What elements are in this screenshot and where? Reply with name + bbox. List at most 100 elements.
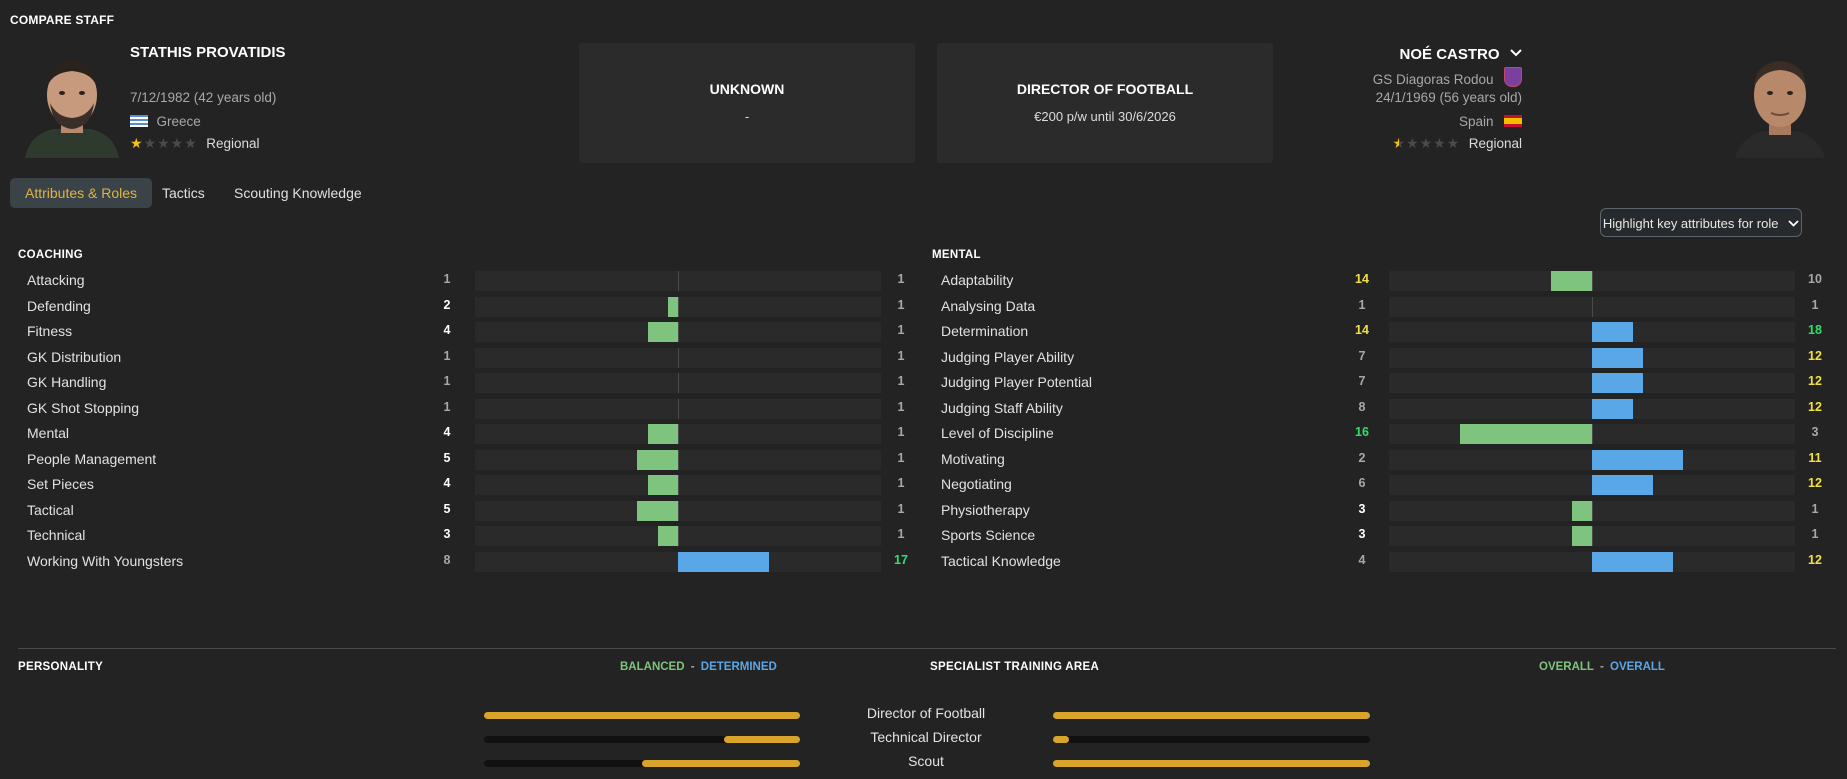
attribute-compare-track — [1389, 322, 1795, 342]
right-staff-club[interactable]: GS Diagoras Rodou — [1372, 72, 1494, 87]
right-attribute-value: 1 — [897, 348, 905, 363]
right-attribute-value: 18 — [1808, 323, 1822, 337]
left-job-sub: - — [744, 109, 750, 124]
right-training-bar — [1053, 760, 1370, 767]
left-attribute-value: 14 — [1355, 323, 1369, 337]
right-staff-nation-row: Spain — [1459, 113, 1522, 131]
attribute-name: Motivating — [941, 450, 1005, 467]
right-advantage-bar — [1592, 398, 1633, 419]
left-advantage-bar — [637, 449, 678, 470]
attribute-name: Defending — [27, 297, 91, 314]
highlight-attributes-dropdown[interactable]: Highlight key attributes for role — [1600, 208, 1802, 237]
tab-attributes-roles[interactable]: Attributes & Roles — [10, 178, 153, 208]
right-staff-name-dropdown[interactable]: NOÉ CASTRO — [1400, 44, 1522, 64]
right-job-title: DIRECTOR OF FOOTBALL — [1016, 81, 1194, 97]
right-job-card: DIRECTOR OF FOOTBALL €200 p/w until 30/6… — [937, 43, 1273, 163]
page-title: COMPARE STAFF — [10, 13, 115, 27]
attribute-row: GK Distribution 1 1 — [18, 346, 918, 368]
attribute-row: Working With Youngsters 8 17 — [18, 550, 918, 572]
right-staff-name: NOÉ CASTRO — [1399, 46, 1500, 63]
track-center-line — [678, 347, 679, 368]
left-attribute-value: 6 — [1358, 476, 1366, 490]
attribute-name: Judging Staff Ability — [941, 399, 1063, 416]
right-attribute-value: 12 — [1808, 399, 1822, 414]
right-advantage-bar — [1592, 373, 1643, 393]
attribute-row: Judging Player Ability 7 12 — [932, 346, 1832, 368]
left-attribute-value: 1 — [443, 399, 451, 414]
attribute-compare-track — [1389, 500, 1795, 521]
left-advantage-bar — [1571, 526, 1592, 546]
right-attribute-value: 1 — [897, 450, 905, 465]
right-advantage-bar — [1592, 322, 1633, 342]
attribute-row: Fitness 4 1 — [18, 320, 918, 342]
left-attribute-value: 4 — [1358, 552, 1366, 567]
right-attribute-value: 1 — [897, 501, 905, 516]
left-attribute-value: 14 — [1355, 272, 1369, 286]
right-job-sub: €200 p/w until 30/6/2026 — [1034, 109, 1176, 124]
attribute-name: GK Distribution — [27, 348, 122, 365]
left-staff-portrait — [17, 43, 127, 158]
chevron-down-icon — [1510, 44, 1522, 62]
right-attribute-value: 1 — [897, 272, 905, 286]
attribute-compare-track — [475, 526, 881, 546]
attribute-compare-track — [1389, 475, 1795, 495]
left-staff-nation-row: Greece — [130, 113, 201, 131]
left-job-title: UNKNOWN — [709, 81, 785, 97]
left-attribute-value: 1 — [443, 374, 451, 388]
personality-heading: PERSONALITY — [18, 661, 104, 673]
left-attribute-value: 3 — [443, 527, 451, 541]
right-attribute-value: 17 — [894, 552, 908, 567]
right-attribute-value: 1 — [897, 476, 905, 490]
attribute-name: Sports Science — [941, 527, 1036, 543]
left-advantage-bar — [637, 500, 678, 521]
attribute-row: Analysing Data 1 1 — [932, 295, 1832, 317]
track-center-line — [678, 322, 679, 342]
track-center-line — [678, 526, 679, 546]
attribute-compare-track — [1389, 526, 1795, 546]
tab-scouting-knowledge[interactable]: Scouting Knowledge — [234, 185, 362, 201]
left-advantage-bar — [647, 424, 678, 444]
reputation-stars-icon: ★★★★★ — [130, 135, 198, 152]
tab-tactics[interactable]: Tactics — [162, 185, 205, 201]
attribute-compare-track — [1389, 373, 1795, 393]
left-attribute-value: 4 — [443, 323, 451, 337]
track-center-line — [678, 373, 679, 393]
track-center-line — [1592, 296, 1593, 317]
attribute-row: Determination 14 18 — [932, 320, 1832, 342]
attribute-name: Judging Player Potential — [941, 374, 1092, 390]
left-job-card: UNKNOWN - — [579, 43, 915, 163]
left-attribute-value: 4 — [443, 476, 451, 490]
left-attribute-value: 7 — [1358, 374, 1366, 388]
attribute-row: Tactical 5 1 — [18, 499, 918, 521]
track-center-line — [678, 398, 679, 419]
attribute-compare-track — [1389, 449, 1795, 470]
right-attribute-value: 11 — [1808, 450, 1822, 465]
personality-values: BALANCED - DETERMINED — [620, 661, 777, 673]
right-training-fill — [1053, 760, 1370, 767]
attribute-compare-track — [1389, 551, 1795, 572]
attribute-name: GK Shot Stopping — [27, 399, 140, 416]
left-staff-nation: Greece — [156, 114, 201, 129]
left-attribute-value: 4 — [443, 425, 451, 439]
right-attribute-value: 1 — [897, 323, 905, 337]
spain-flag-icon — [1504, 115, 1522, 127]
right-attribute-value: 1 — [897, 374, 905, 388]
attribute-row: Motivating 2 11 — [932, 448, 1832, 470]
right-attribute-value: 3 — [1811, 425, 1819, 439]
left-attribute-value: 2 — [443, 297, 451, 312]
specialist-heading: SPECIALIST TRAINING AREA — [930, 661, 1100, 673]
left-staff-name: STATHIS PROVATIDIS — [130, 44, 286, 61]
attribute-name: Working With Youngsters — [27, 552, 184, 569]
left-training-bar — [484, 736, 800, 743]
left-attribute-value: 2 — [1358, 450, 1366, 465]
attribute-row: Defending 2 1 — [18, 295, 918, 317]
training-role-label: Technical Director — [870, 729, 982, 745]
left-personality: BALANCED — [620, 661, 685, 673]
right-attribute-value: 12 — [1808, 552, 1822, 567]
attribute-compare-track — [475, 449, 881, 470]
left-advantage-bar — [647, 475, 678, 495]
attribute-compare-track — [475, 373, 881, 393]
attribute-compare-track — [475, 500, 881, 521]
left-training-fill — [724, 736, 800, 743]
mental-heading: MENTAL — [932, 249, 981, 261]
